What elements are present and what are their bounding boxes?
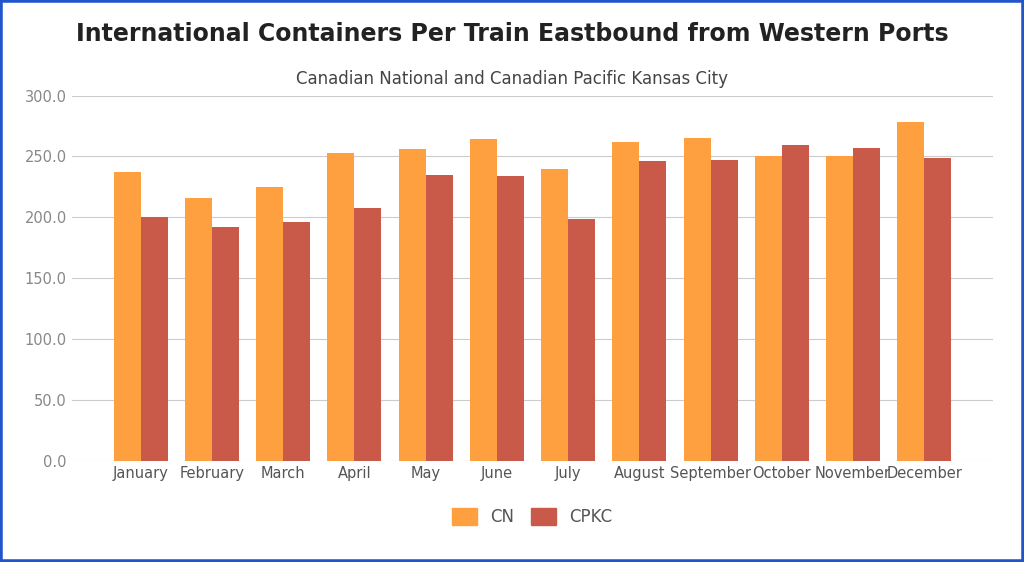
Bar xyxy=(897,123,925,461)
Bar xyxy=(755,156,782,461)
Bar xyxy=(711,160,737,461)
Bar xyxy=(612,142,639,461)
Bar xyxy=(140,217,168,461)
Bar xyxy=(328,153,354,461)
Bar xyxy=(639,161,667,461)
Bar xyxy=(256,187,283,461)
Bar xyxy=(184,198,212,461)
Bar xyxy=(114,172,140,461)
Bar xyxy=(283,222,310,461)
Bar xyxy=(470,139,497,461)
Bar xyxy=(925,157,951,461)
Bar xyxy=(426,175,453,461)
Bar xyxy=(826,156,853,461)
Bar xyxy=(398,149,426,461)
Bar xyxy=(354,207,382,461)
Text: International Containers Per Train Eastbound from Western Ports: International Containers Per Train Eastb… xyxy=(76,22,948,47)
Bar xyxy=(568,219,595,461)
Bar xyxy=(497,176,524,461)
Bar xyxy=(782,146,809,461)
Bar xyxy=(212,227,239,461)
Bar xyxy=(541,169,568,461)
Bar xyxy=(683,138,711,461)
Bar xyxy=(853,148,881,461)
Text: Canadian National and Canadian Pacific Kansas City: Canadian National and Canadian Pacific K… xyxy=(296,70,728,88)
Legend: CN, CPKC: CN, CPKC xyxy=(445,501,620,533)
